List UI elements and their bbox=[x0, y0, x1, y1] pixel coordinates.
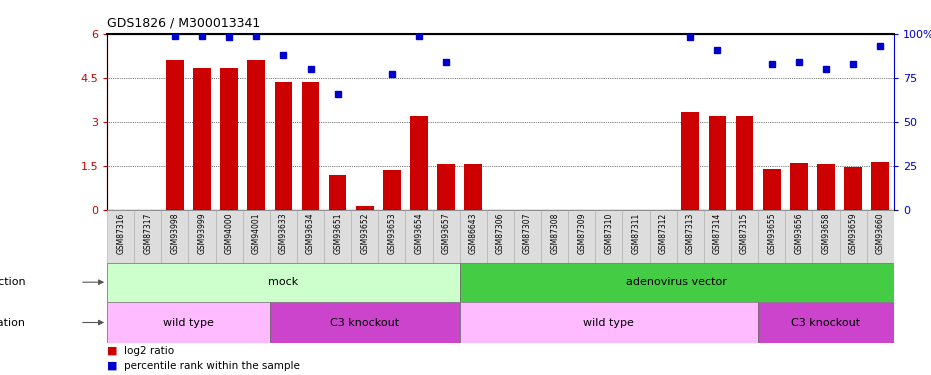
Text: GSM87310: GSM87310 bbox=[604, 213, 614, 254]
Text: GSM87315: GSM87315 bbox=[740, 213, 749, 254]
Text: ■: ■ bbox=[107, 361, 117, 370]
Bar bbox=[107, 302, 270, 343]
Bar bbox=[221, 68, 238, 210]
Text: GDS1826 / M300013341: GDS1826 / M300013341 bbox=[107, 17, 261, 30]
Text: GSM86643: GSM86643 bbox=[469, 213, 478, 254]
Bar bbox=[275, 82, 292, 210]
Text: GSM87308: GSM87308 bbox=[550, 213, 560, 254]
Text: adenovirus vector: adenovirus vector bbox=[627, 277, 727, 287]
Bar bbox=[817, 165, 835, 210]
Bar bbox=[297, 210, 324, 262]
Bar bbox=[844, 167, 862, 210]
Bar bbox=[623, 210, 650, 262]
Bar bbox=[465, 165, 482, 210]
Bar bbox=[329, 175, 346, 210]
Bar bbox=[383, 170, 400, 210]
Text: GSM93658: GSM93658 bbox=[821, 213, 830, 254]
Text: GSM93998: GSM93998 bbox=[170, 213, 180, 254]
Bar bbox=[650, 210, 677, 262]
Text: GSM93656: GSM93656 bbox=[794, 213, 803, 254]
Bar bbox=[790, 163, 807, 210]
Bar bbox=[194, 68, 210, 210]
Bar bbox=[161, 210, 188, 262]
Bar bbox=[460, 210, 487, 262]
Text: log2 ratio: log2 ratio bbox=[124, 346, 174, 355]
Bar bbox=[270, 302, 460, 343]
Text: GSM93655: GSM93655 bbox=[767, 213, 776, 254]
Bar bbox=[568, 210, 595, 262]
Bar bbox=[487, 210, 514, 262]
Bar bbox=[681, 112, 699, 210]
Bar bbox=[731, 210, 758, 262]
Bar bbox=[708, 116, 726, 210]
Bar bbox=[378, 210, 406, 262]
Bar bbox=[302, 82, 319, 210]
Bar bbox=[514, 210, 541, 262]
Bar bbox=[107, 210, 134, 262]
Text: mock: mock bbox=[268, 277, 299, 287]
Text: GSM93652: GSM93652 bbox=[360, 213, 370, 254]
Text: GSM93653: GSM93653 bbox=[387, 213, 397, 254]
Bar bbox=[243, 210, 270, 262]
Bar bbox=[704, 210, 731, 262]
Bar bbox=[411, 116, 428, 210]
Text: genotype/variation: genotype/variation bbox=[0, 318, 26, 327]
Text: GSM87317: GSM87317 bbox=[143, 213, 153, 254]
Text: GSM87313: GSM87313 bbox=[686, 213, 695, 254]
Text: GSM93633: GSM93633 bbox=[279, 213, 288, 254]
Text: GSM87316: GSM87316 bbox=[116, 213, 125, 254]
Bar bbox=[166, 60, 183, 210]
Bar bbox=[813, 210, 840, 262]
Text: infection: infection bbox=[0, 277, 26, 287]
Bar bbox=[433, 210, 460, 262]
Text: wild type: wild type bbox=[163, 318, 214, 327]
Bar bbox=[758, 302, 894, 343]
Bar bbox=[867, 210, 894, 262]
Text: GSM93999: GSM93999 bbox=[197, 213, 207, 254]
Text: GSM93654: GSM93654 bbox=[414, 213, 424, 254]
Text: GSM87312: GSM87312 bbox=[658, 213, 668, 254]
Bar bbox=[541, 210, 568, 262]
Text: GSM87314: GSM87314 bbox=[713, 213, 722, 254]
Bar bbox=[677, 210, 704, 262]
Text: wild type: wild type bbox=[584, 318, 634, 327]
Text: ■: ■ bbox=[107, 346, 117, 355]
Text: GSM94000: GSM94000 bbox=[224, 213, 234, 254]
Text: GSM87311: GSM87311 bbox=[631, 213, 641, 254]
Bar bbox=[406, 210, 433, 262]
Bar bbox=[762, 169, 780, 210]
Bar bbox=[351, 210, 378, 262]
Bar bbox=[216, 210, 243, 262]
Text: GSM93651: GSM93651 bbox=[333, 213, 343, 254]
Bar bbox=[438, 165, 455, 210]
Bar bbox=[595, 210, 623, 262]
Text: percentile rank within the sample: percentile rank within the sample bbox=[124, 361, 300, 370]
Bar bbox=[735, 116, 753, 210]
Bar bbox=[248, 60, 265, 210]
Bar bbox=[460, 302, 758, 343]
Bar bbox=[871, 162, 889, 210]
Text: GSM93660: GSM93660 bbox=[876, 213, 884, 254]
Text: GSM93634: GSM93634 bbox=[306, 213, 315, 254]
Bar bbox=[758, 210, 785, 262]
Bar bbox=[785, 210, 813, 262]
Text: C3 knockout: C3 knockout bbox=[791, 318, 860, 327]
Text: GSM94001: GSM94001 bbox=[251, 213, 261, 254]
Bar bbox=[324, 210, 351, 262]
Bar bbox=[460, 262, 894, 302]
Bar bbox=[134, 210, 161, 262]
Bar bbox=[107, 262, 460, 302]
Bar bbox=[188, 210, 216, 262]
Text: GSM93659: GSM93659 bbox=[848, 213, 857, 254]
Text: GSM87309: GSM87309 bbox=[577, 213, 587, 254]
Bar bbox=[840, 210, 867, 262]
Text: GSM93657: GSM93657 bbox=[441, 213, 451, 254]
Bar bbox=[270, 210, 297, 262]
Bar bbox=[356, 206, 373, 210]
Text: GSM87307: GSM87307 bbox=[523, 213, 532, 254]
Text: GSM87306: GSM87306 bbox=[496, 213, 505, 254]
Text: C3 knockout: C3 knockout bbox=[331, 318, 399, 327]
